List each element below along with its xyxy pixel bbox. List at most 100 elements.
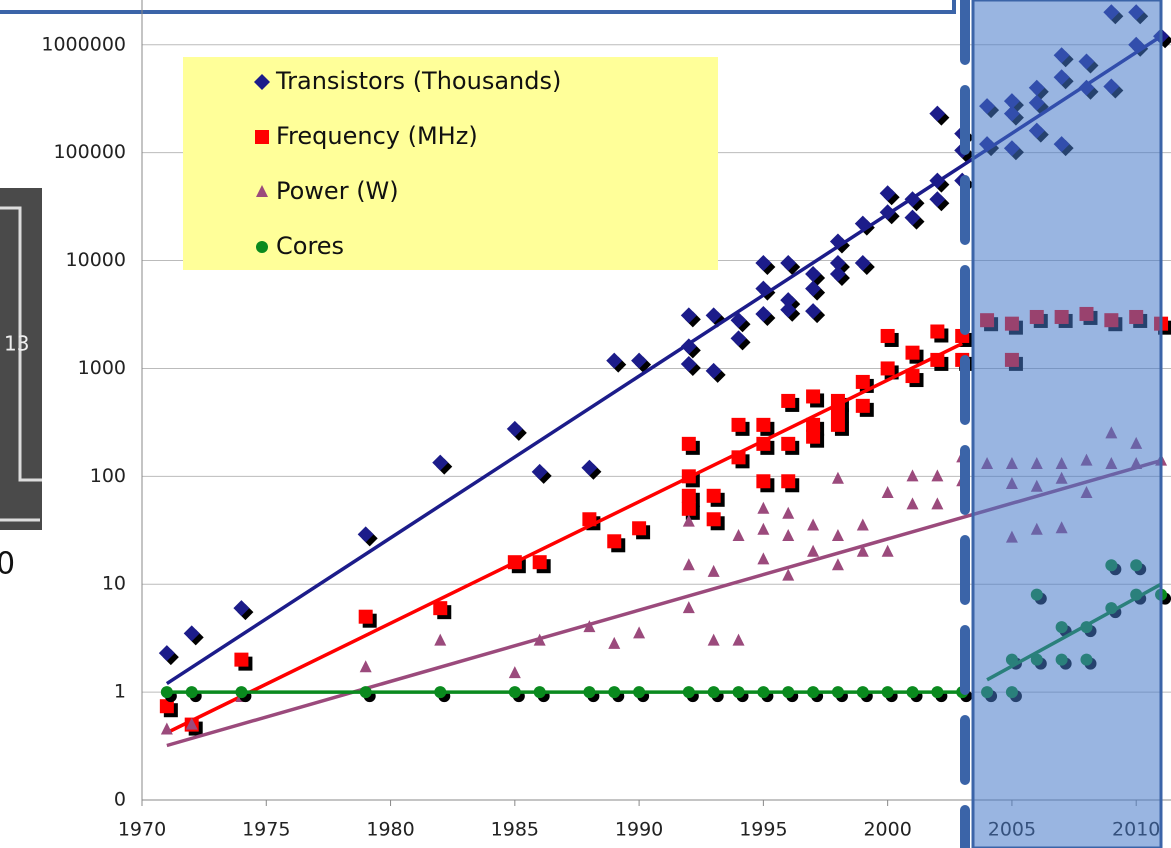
marker — [683, 601, 695, 613]
marker — [882, 486, 894, 498]
point — [509, 666, 521, 678]
marker — [782, 569, 794, 581]
marker — [757, 523, 769, 535]
point — [882, 686, 898, 702]
marker — [882, 545, 894, 557]
point — [533, 555, 551, 573]
marker — [807, 545, 819, 557]
point — [433, 601, 451, 619]
image-fragment: 0 — [0, 547, 15, 582]
point — [905, 210, 925, 230]
point — [806, 389, 824, 407]
point — [359, 610, 377, 628]
marker — [756, 418, 770, 432]
x-tick-label: 1990 — [615, 819, 663, 841]
marker — [682, 502, 696, 516]
point — [781, 474, 799, 492]
y-tick-label: 1000 — [78, 357, 126, 379]
point — [931, 469, 943, 481]
point — [708, 686, 724, 702]
y-tick-label: 1000000 — [41, 33, 126, 55]
point — [906, 346, 924, 364]
title-box — [0, 0, 954, 12]
legend-label: Power (W) — [276, 177, 399, 205]
point — [733, 634, 745, 646]
point — [881, 329, 899, 347]
point — [233, 600, 253, 620]
point — [607, 534, 625, 552]
point — [708, 634, 720, 646]
marker — [781, 437, 795, 451]
point — [880, 185, 900, 205]
point — [733, 529, 745, 541]
marker — [930, 324, 944, 338]
marker — [782, 529, 794, 541]
point — [632, 521, 650, 539]
point — [757, 552, 769, 564]
marker — [757, 552, 769, 564]
point — [186, 686, 202, 702]
point — [855, 255, 875, 275]
y-tick-label: 1 — [114, 681, 126, 703]
marker — [733, 634, 745, 646]
point — [930, 324, 948, 342]
point — [757, 686, 773, 702]
point — [583, 686, 599, 702]
y-tick-label: 100000 — [53, 141, 126, 163]
point — [857, 519, 869, 531]
marker — [832, 472, 844, 484]
x-tick-label: 1970 — [118, 819, 166, 841]
point — [532, 464, 552, 484]
point — [882, 486, 894, 498]
point — [807, 686, 823, 702]
point — [781, 394, 799, 412]
chart: 13 0 01101001000100001000001000000197019… — [0, 0, 1171, 848]
marker — [360, 660, 372, 672]
marker — [831, 418, 845, 432]
point — [731, 330, 751, 350]
marker — [832, 558, 844, 570]
marker — [633, 626, 645, 638]
point — [931, 497, 943, 509]
point — [781, 437, 799, 455]
marker — [434, 634, 446, 646]
legend-label: Frequency (MHz) — [276, 122, 478, 150]
point — [358, 526, 378, 546]
point — [234, 653, 252, 671]
point — [756, 418, 774, 436]
point — [929, 191, 949, 211]
point — [832, 686, 848, 702]
marker — [907, 497, 919, 509]
point — [360, 660, 372, 672]
point — [608, 637, 620, 649]
marker — [806, 430, 820, 444]
point — [683, 686, 699, 702]
point — [434, 634, 446, 646]
marker — [807, 519, 819, 531]
marker — [732, 418, 746, 432]
point — [857, 686, 873, 702]
legend-label: Transistors (Thousands) — [275, 67, 561, 95]
point — [608, 686, 624, 702]
marker — [161, 723, 173, 735]
x-tick-label: 1980 — [366, 819, 414, 841]
marker — [907, 469, 919, 481]
point — [509, 686, 525, 702]
marker — [509, 666, 521, 678]
marker — [533, 555, 547, 569]
point — [683, 601, 695, 613]
point — [907, 469, 919, 481]
point — [805, 281, 825, 301]
marker — [733, 529, 745, 541]
marker — [906, 346, 920, 360]
marker — [881, 329, 895, 343]
point — [534, 686, 550, 702]
point — [707, 489, 725, 507]
point — [757, 502, 769, 514]
x-tick-label: 1985 — [491, 819, 539, 841]
marker — [708, 565, 720, 577]
point — [733, 686, 749, 702]
point — [782, 569, 794, 581]
marker — [781, 394, 795, 408]
point — [184, 625, 204, 645]
